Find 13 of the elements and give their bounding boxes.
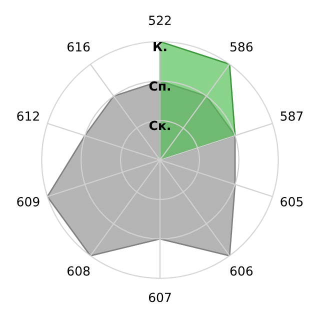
spoke-label: 607: [148, 292, 171, 302]
spoke-label: 587: [280, 111, 303, 121]
spoke-label: 609: [17, 196, 40, 206]
spoke-label: 608: [68, 266, 90, 276]
spoke-label: 605: [280, 196, 303, 206]
spoke-label: 616: [68, 42, 90, 52]
spoke-label: 522: [149, 16, 171, 26]
y-tick-label: К.: [154, 42, 166, 52]
spoke-label: 606: [230, 266, 253, 276]
spoke-label: 586: [230, 42, 253, 52]
spoke-label: 612: [17, 111, 39, 121]
y-tick-label: Сп.: [149, 81, 170, 91]
y-tick-label: Ск.: [149, 120, 170, 130]
